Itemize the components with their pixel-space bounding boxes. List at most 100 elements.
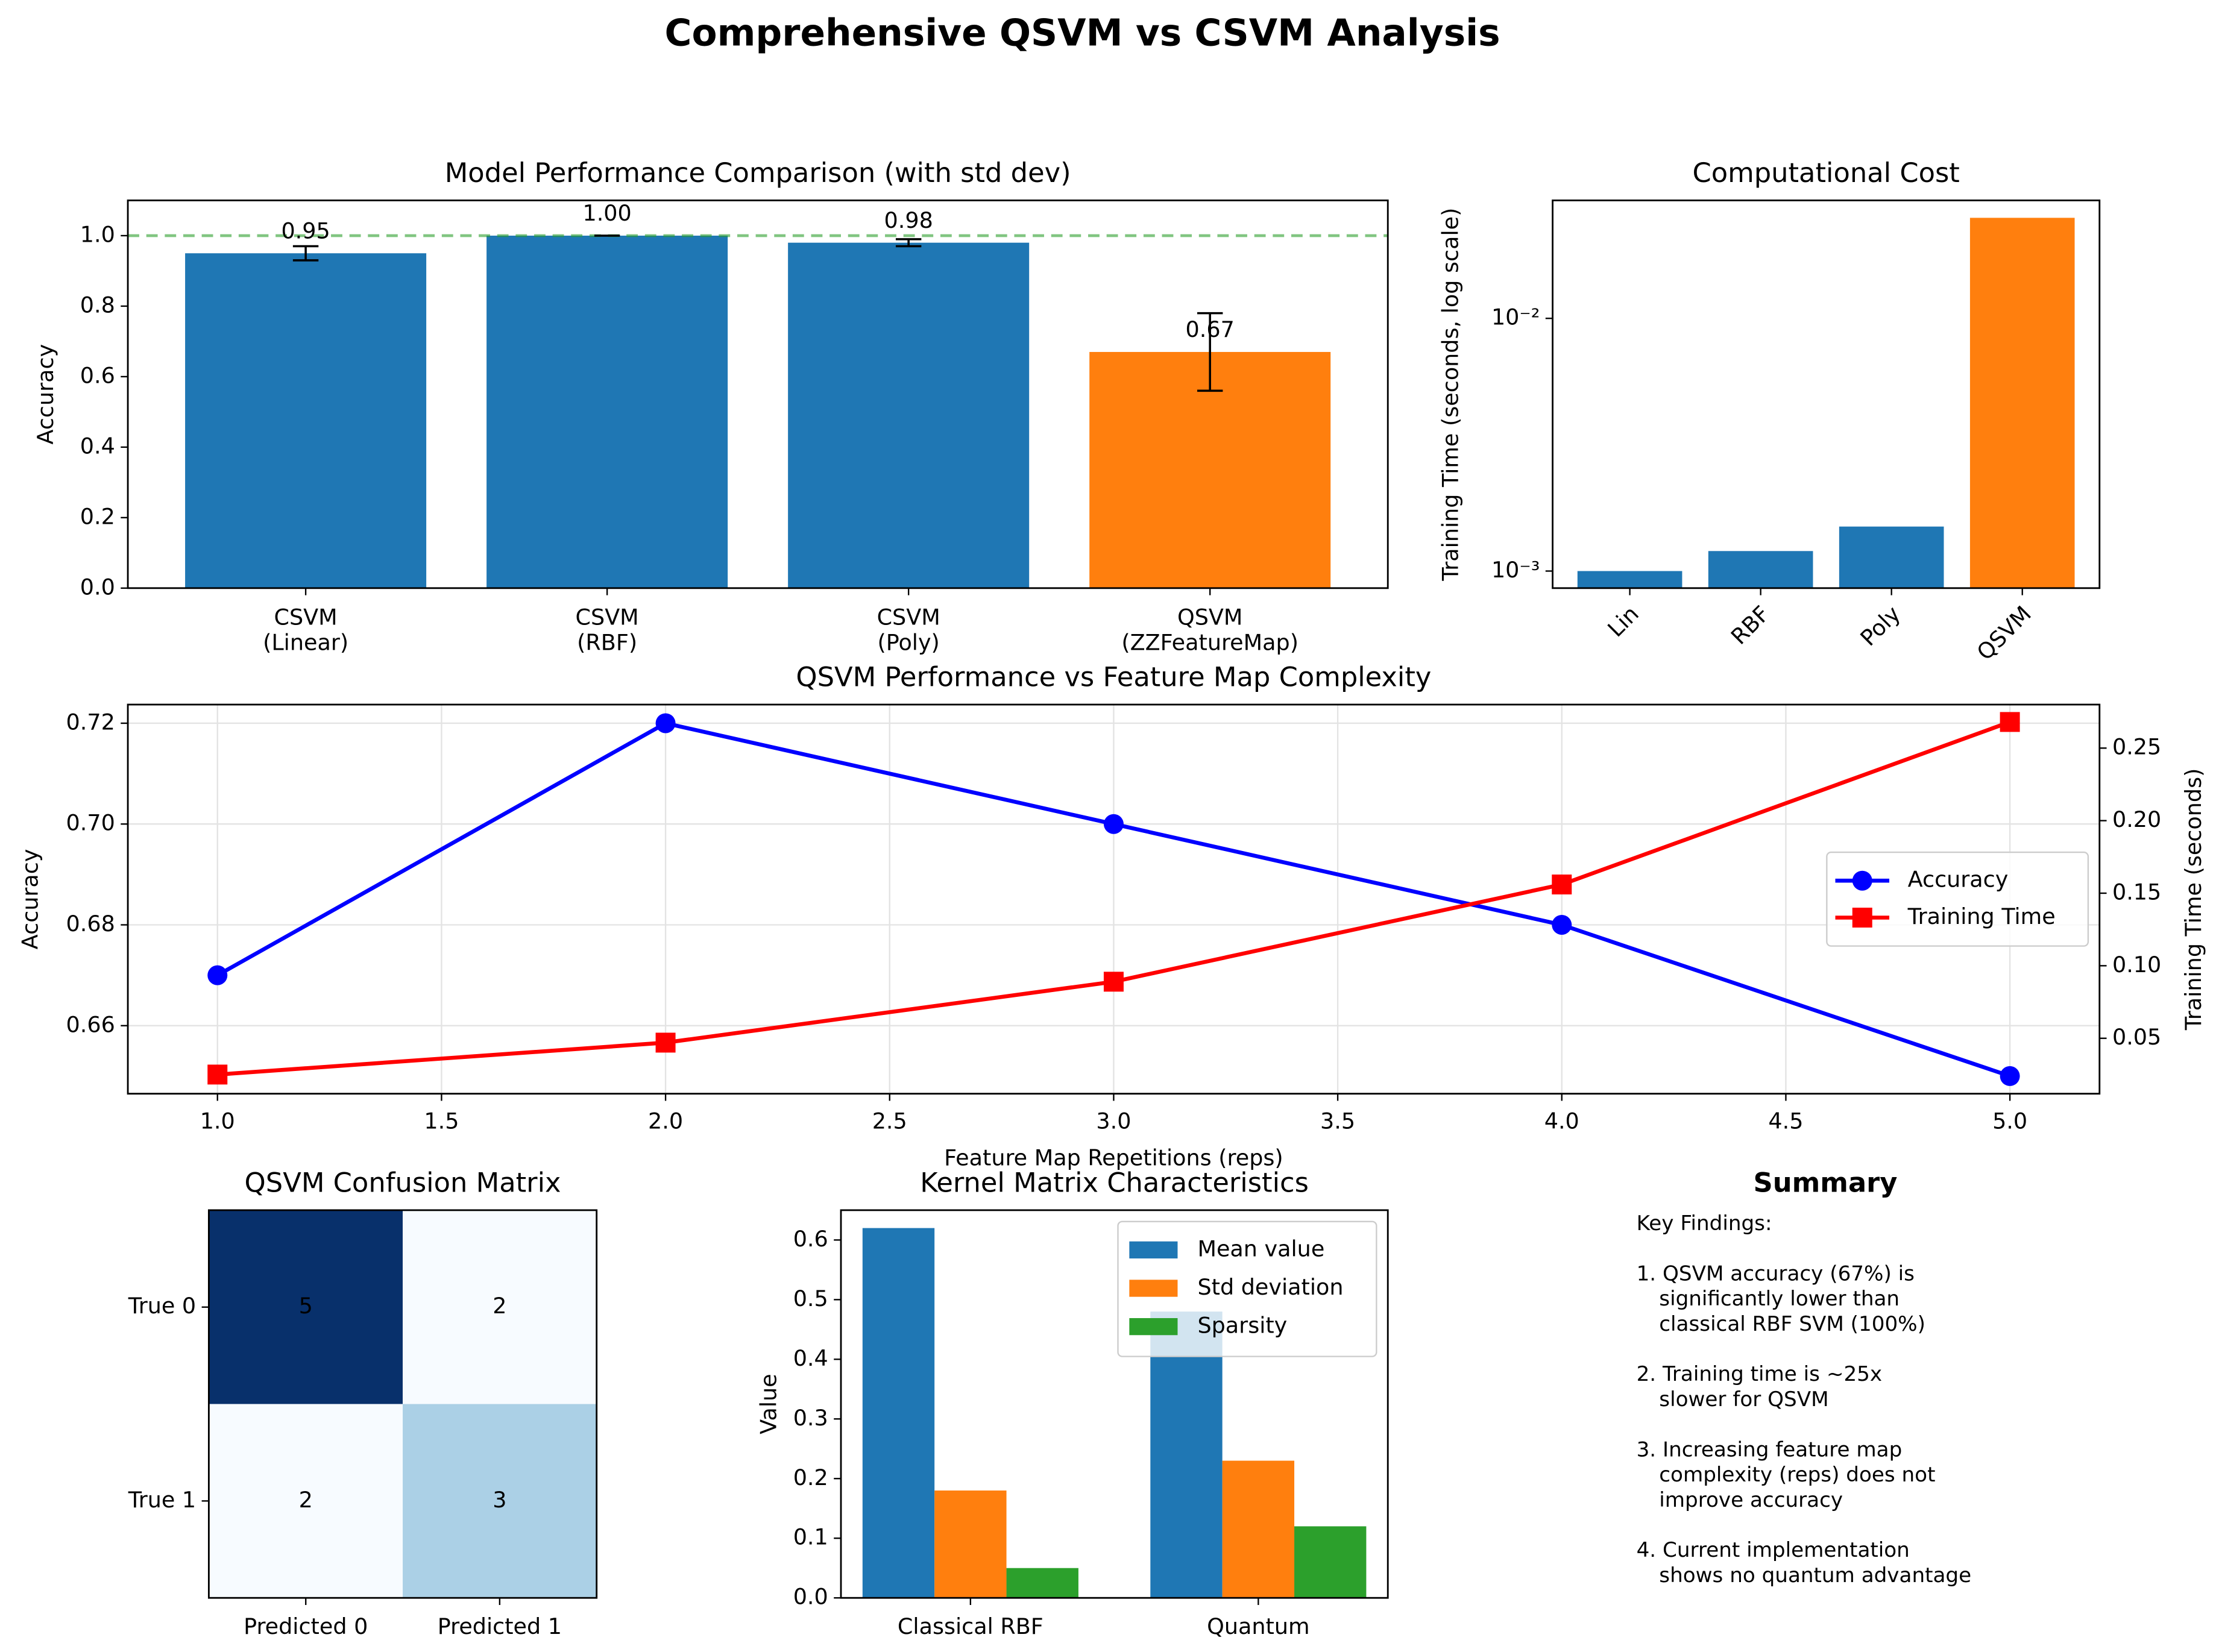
legend-swatch [1129, 1241, 1178, 1259]
y-tick-label: 0.6 [793, 1226, 828, 1252]
x-tick-label: Quantum [1207, 1613, 1309, 1639]
x-tick-label: 1.0 [200, 1108, 235, 1134]
x-tick-label: CSVM (Linear) [263, 604, 348, 655]
value-label: 0.67 [1186, 316, 1235, 342]
summary-line: shows no quantum advantage [1659, 1563, 1971, 1588]
y-tick-label: 0.0 [793, 1584, 828, 1610]
y-tick-label: 0.15 [2112, 879, 2161, 905]
value-label: 0.98 [884, 207, 933, 233]
heatmap-cell [403, 1210, 597, 1404]
heatmap-cell [209, 1210, 403, 1404]
marker [207, 1064, 228, 1085]
cell-label: 2 [299, 1487, 313, 1513]
heatmap-cell [209, 1404, 403, 1598]
cell-label: 2 [493, 1293, 506, 1319]
bar [862, 1228, 935, 1598]
heatmap-cell [403, 1404, 597, 1598]
marker [655, 1032, 676, 1053]
value-label: 1.00 [582, 200, 631, 226]
y-tick-label: 0.68 [66, 911, 115, 937]
bar [788, 242, 1030, 588]
marker [2000, 712, 2020, 732]
y-tick-label: 0.25 [2112, 734, 2161, 760]
cell-label: 3 [493, 1487, 506, 1513]
label-line: (Poly) [878, 629, 940, 655]
marker [655, 713, 676, 733]
bar [1708, 551, 1813, 588]
x-tick-label: Classical RBF [898, 1613, 1043, 1639]
bar [1577, 571, 1682, 588]
subplot-title: QSVM Confusion Matrix [245, 1166, 561, 1198]
y-tick-label: 0.6 [80, 362, 115, 388]
y-axis-label: Value [756, 1374, 782, 1434]
marker [2000, 1066, 2020, 1086]
bar [1006, 1568, 1078, 1598]
y-tick-label: 1.0 [80, 221, 115, 247]
label-line: (RBF) [577, 629, 637, 655]
y-axis-label: Training Time (seconds, log scale) [1438, 208, 1464, 582]
summary-line: significantly lower than [1659, 1287, 1900, 1311]
x-axis-label: Feature Map Repetitions (reps) [944, 1145, 1283, 1171]
y-tick-label: 0.0 [80, 574, 115, 600]
summary-line: complexity (reps) does not [1659, 1463, 1935, 1487]
x-tick-label: 4.0 [1544, 1108, 1579, 1134]
error-bar [1197, 312, 1223, 392]
subplot-title: Computational Cost [1692, 157, 1959, 189]
x-tick-label: CSVM (RBF) [576, 604, 639, 655]
legend-marker [1852, 870, 1872, 891]
legend-box [1826, 851, 2089, 947]
y-tick-label: 0.2 [793, 1465, 828, 1490]
bar [1294, 1526, 1367, 1598]
error-bar [292, 245, 319, 262]
y-tick-label: 0.20 [2112, 806, 2161, 832]
label-line: CSVM [877, 604, 940, 630]
y-tick-label: 0.05 [2112, 1024, 2161, 1050]
label-line: CSVM [576, 604, 639, 630]
x-tick-label: 2.5 [872, 1108, 907, 1134]
marker [207, 965, 228, 985]
axes-frame [840, 1209, 1389, 1599]
x-tick-label: 3.5 [1320, 1108, 1355, 1134]
marker [1552, 915, 1572, 935]
x-tick-label: 5.0 [1992, 1108, 2027, 1134]
legend-box [1117, 1220, 1377, 1357]
summary-line: 4. Current implementation [1637, 1538, 1910, 1562]
y-tick-label: 0.3 [793, 1405, 828, 1431]
cell-label: 5 [299, 1293, 313, 1319]
label-line: (Linear) [263, 629, 348, 655]
label-line: CSVM [274, 604, 338, 630]
legend-label: Accuracy [1908, 867, 2009, 893]
subplot-title: QSVM Performance vs Feature Map Complexi… [796, 661, 1431, 693]
marker [1552, 875, 1572, 895]
y2-axis-label: Training Time (seconds) [2180, 768, 2206, 1031]
summary-line: slower for QSVM [1659, 1387, 1828, 1412]
x-tick-label: Predicted 0 [244, 1613, 368, 1639]
y-tick-label: 0.70 [66, 810, 115, 836]
bar [1150, 1311, 1223, 1598]
y-tick-label: 0.8 [80, 292, 115, 318]
legend-label: Mean value [1197, 1236, 1324, 1261]
summary-line: Key Findings: [1637, 1211, 1772, 1236]
legend-label: Sparsity [1197, 1313, 1287, 1339]
y-tick-label: 0.4 [793, 1345, 828, 1371]
y-axis-label: Accuracy [17, 849, 43, 949]
label-line: (ZZFeatureMap) [1121, 629, 1298, 655]
y-tick-label: True 0 [128, 1293, 196, 1319]
x-tick-label: CSVM (Poly) [877, 604, 940, 655]
y-tick-label: True 1 [128, 1487, 196, 1513]
y-tick-label: 0.5 [793, 1286, 828, 1311]
bar [486, 235, 728, 588]
legend-label: Training Time [1907, 903, 2056, 929]
x-tick-label: 3.0 [1096, 1108, 1131, 1134]
bar [1839, 526, 1944, 588]
summary-line: 1. QSVM accuracy (67%) is [1637, 1261, 1915, 1286]
axes-frame [1552, 199, 2101, 589]
axes-frame [207, 1209, 598, 1599]
summary-line: 3. Increasing feature map [1637, 1437, 1903, 1462]
legend-marker [1852, 907, 1872, 928]
y-axis-label: Accuracy [33, 344, 58, 445]
y-tick-label: 0.66 [66, 1011, 115, 1037]
legend-label: Std deviation [1197, 1274, 1343, 1300]
x-tick-label: Predicted 1 [438, 1613, 562, 1639]
y-tick-label: 0.4 [80, 433, 115, 459]
